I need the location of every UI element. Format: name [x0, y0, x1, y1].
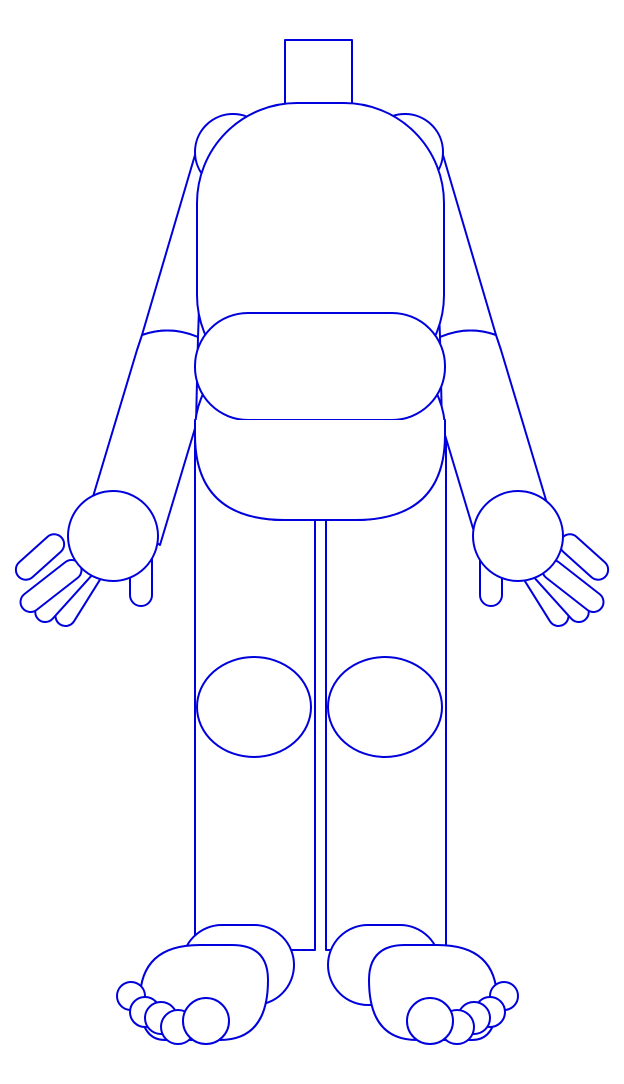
left-big-toe [182, 997, 230, 1045]
left-hand [14, 490, 159, 627]
right-arm [433, 154, 610, 627]
left-foot [116, 924, 295, 1045]
neck [284, 39, 353, 107]
right-knee [327, 656, 443, 758]
right-hand [472, 490, 610, 627]
left-upper-arm [141, 154, 205, 338]
right-big-toe [406, 997, 454, 1045]
left-palm [67, 490, 159, 582]
right-palm [472, 490, 564, 582]
left-knee [196, 656, 312, 758]
right-foot [327, 924, 519, 1045]
hips [194, 419, 446, 521]
left-finger [14, 533, 66, 581]
left-arm [14, 154, 205, 627]
waist [194, 312, 446, 421]
